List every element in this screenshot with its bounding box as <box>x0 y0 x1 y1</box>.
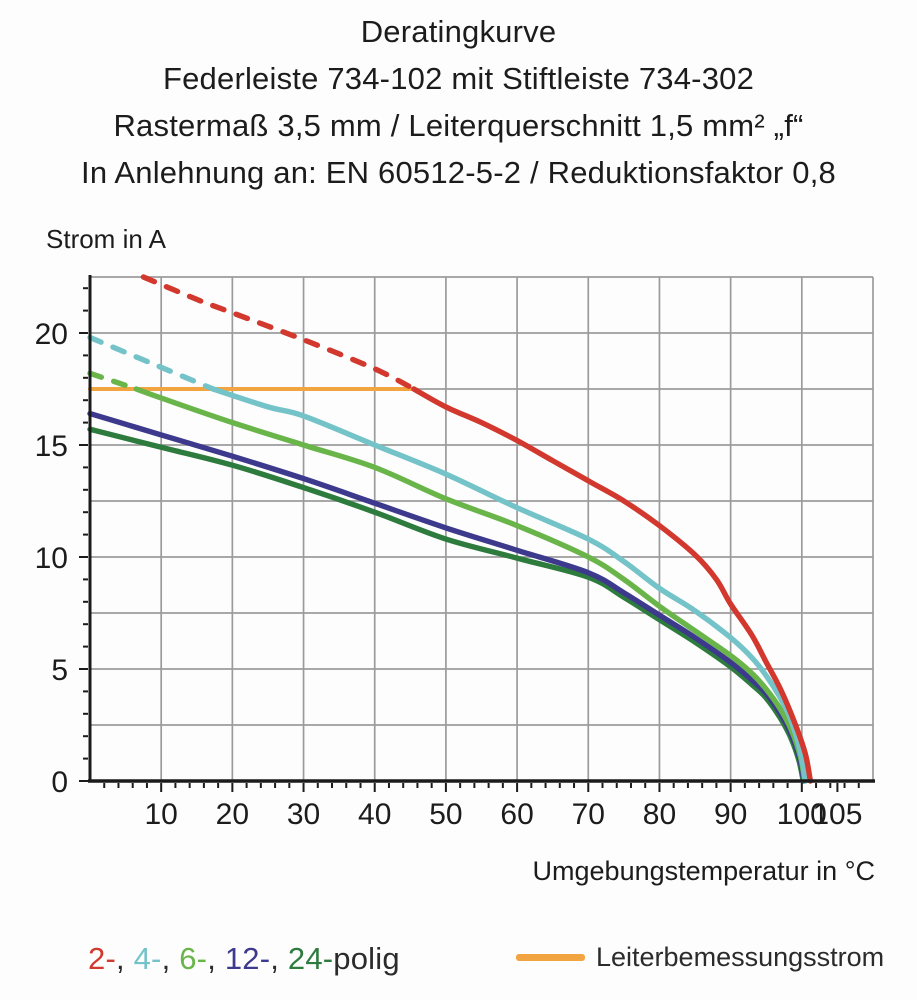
chart-title: Deratingkurve <box>360 14 557 49</box>
curve-4-polig-dashed <box>87 334 216 392</box>
legend-suffix-polig: polig <box>333 941 400 976</box>
chart-subtitle-spec: Rastermaß 3,5 mm / Leiterquerschnitt 1,5… <box>113 108 804 143</box>
curve-6-polig-solid <box>133 386 808 784</box>
x-tick-label-50: 50 <box>429 798 462 831</box>
rated-current-line-swatch <box>516 954 585 961</box>
x-tick-label-30: 30 <box>287 798 320 831</box>
y-tick-label-15: 15 <box>35 430 68 463</box>
y-tick-label-0: 0 <box>51 766 68 799</box>
chart-subtitle-norm: In Anlehnung an: EN 60512-5-2 / Reduktio… <box>81 155 836 190</box>
x-tick-label-90: 90 <box>714 798 747 831</box>
legend-separator: , <box>115 941 134 976</box>
curve-2-polig-dashed <box>140 274 417 392</box>
legend-item-4-polig: 4- <box>133 941 162 976</box>
legend-item-6-polig: 6- <box>179 941 208 976</box>
legend-separator: , <box>270 941 288 976</box>
gridlines <box>90 276 874 781</box>
x-tick-label-105: 105 <box>812 798 862 831</box>
x-tick-label-100: 100 <box>777 798 827 831</box>
rated-current-legend: Leiterbemessungsstrom <box>516 942 884 973</box>
chart-subtitle-product: Federleiste 734-102 mit Stiftleiste 734-… <box>162 61 755 96</box>
legend-separator: , <box>161 941 180 976</box>
y-tick-label-10: 10 <box>35 542 68 575</box>
y-axis-title: Strom in A <box>46 224 166 254</box>
legend-item-24-polig: 24- <box>287 941 334 976</box>
x-axis-title: Umgebungstemperatur in °C <box>532 856 875 886</box>
x-tick-label-40: 40 <box>358 798 391 831</box>
legend-item-2-polig: 2- <box>88 941 116 976</box>
legend-item-12-polig: 12- <box>224 941 271 976</box>
curve-12-polig-solid <box>87 410 807 784</box>
derating-curves <box>87 274 814 784</box>
x-tick-label-10: 10 <box>144 798 177 831</box>
x-tick-label-70: 70 <box>572 798 605 831</box>
x-tick-label-60: 60 <box>500 798 533 831</box>
poles-legend: 2-, 4-, 6-, 12-, 24-polig <box>88 941 400 977</box>
y-tick-label-20: 20 <box>35 318 68 351</box>
curve-4-polig-solid <box>210 386 809 784</box>
rated-current-label: Leiterbemessungsstrom <box>596 942 885 972</box>
x-tick-label-80: 80 <box>643 798 676 831</box>
y-tick-label-5: 5 <box>51 654 68 687</box>
x-tick-label-20: 20 <box>216 798 249 831</box>
curve-2-polig-solid <box>411 386 814 784</box>
legend-separator: , <box>207 941 225 976</box>
axes <box>88 275 875 783</box>
chart-title-block: Deratingkurve Federleiste 734-102 mit St… <box>0 8 917 196</box>
axis-ticks <box>79 287 860 792</box>
curve-6-polig-dashed <box>87 370 139 392</box>
